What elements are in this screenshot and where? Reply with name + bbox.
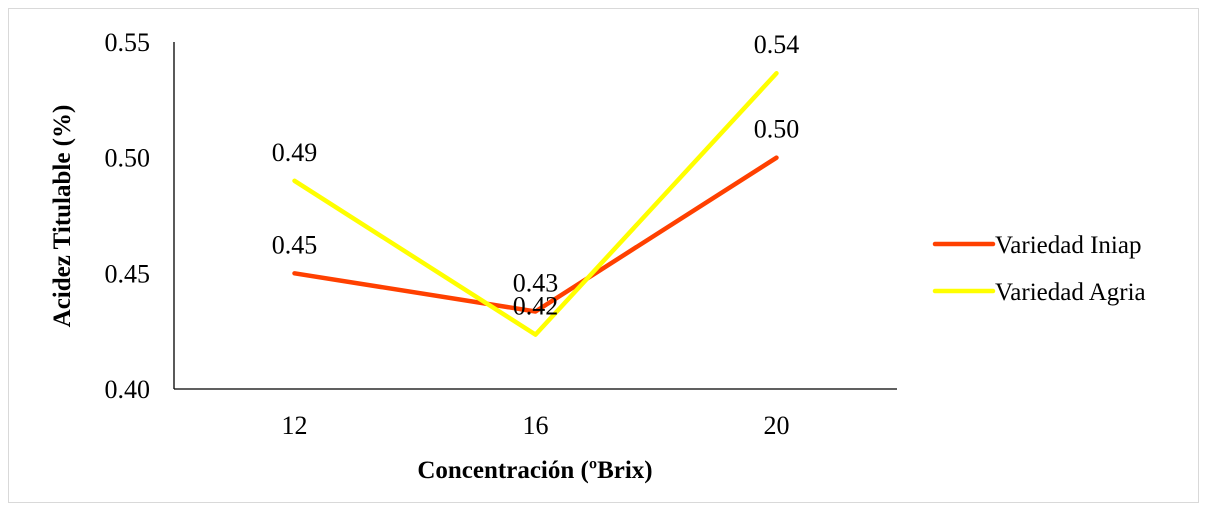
y-tick-label: 0.45 xyxy=(105,259,151,288)
data-labels: 0.45 0.43 0.50 0.49 0.42 0.54 xyxy=(272,30,800,320)
legend-label: Variedad Iniap xyxy=(995,232,1141,259)
legend-label: Variedad Agria xyxy=(995,279,1146,306)
x-tick-labels: 12 16 20 xyxy=(282,411,790,440)
data-label: 0.54 xyxy=(754,30,800,59)
x-axis-title: Concentración (ºBrix) xyxy=(417,457,652,484)
y-tick-label: 0.55 xyxy=(105,28,151,57)
x-tick-label: 12 xyxy=(282,411,308,440)
y-tick-label: 0.50 xyxy=(105,144,151,173)
y-axis-title: Acidez Titulable (%) xyxy=(49,105,76,328)
series-line-iniap xyxy=(292,155,779,314)
series-line-agria xyxy=(292,70,779,337)
data-label: 0.42 xyxy=(513,292,559,321)
data-label: 0.45 xyxy=(272,230,318,259)
x-tick-label: 16 xyxy=(523,411,549,440)
x-tick-label: 20 xyxy=(764,411,790,440)
chart-frame xyxy=(8,8,1199,503)
data-label: 0.43 xyxy=(513,269,559,298)
chart-axes xyxy=(173,42,897,390)
data-label: 0.50 xyxy=(754,115,800,144)
legend: Variedad Iniap Variedad Agria xyxy=(932,232,1146,306)
series-lines xyxy=(292,70,779,337)
y-tick-labels: 0.40 0.45 0.50 0.55 xyxy=(105,28,151,404)
y-tick-label: 0.40 xyxy=(105,375,151,404)
data-label: 0.49 xyxy=(272,138,318,167)
